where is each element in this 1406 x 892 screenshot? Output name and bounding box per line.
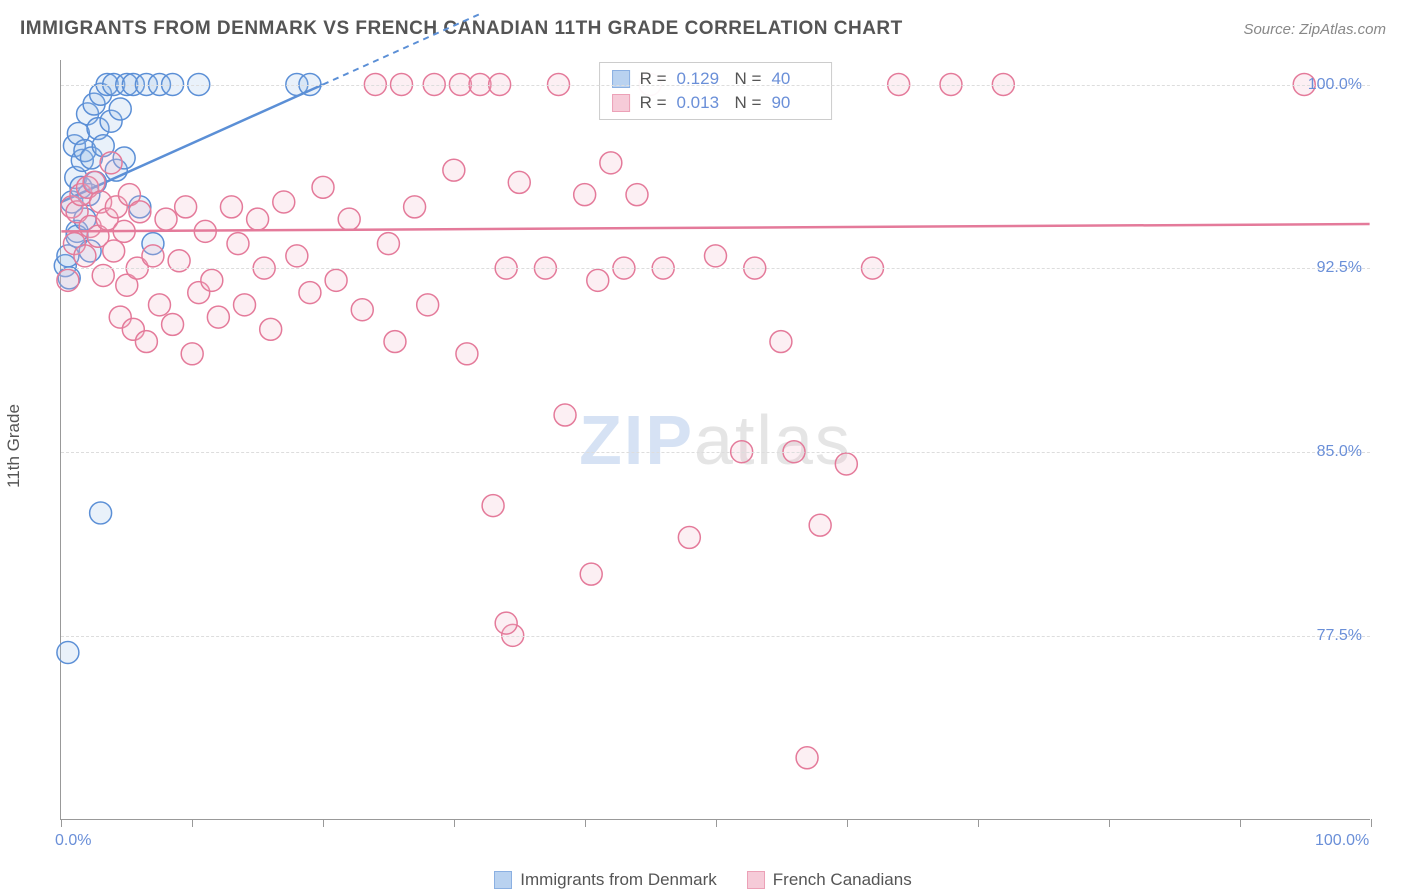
scatter-point-french — [796, 747, 818, 769]
x-tick-label: 100.0% — [1315, 832, 1369, 850]
n-value-denmark: 40 — [771, 69, 819, 89]
scatter-point-french — [325, 269, 347, 291]
plot-svg — [61, 60, 1370, 819]
stats-row-denmark: R = 0.129 N = 40 — [612, 67, 820, 91]
y-tick-label: 85.0% — [1317, 443, 1362, 461]
scatter-point-denmark — [90, 502, 112, 524]
r-value-french: 0.013 — [677, 93, 725, 113]
scatter-point-french — [770, 331, 792, 353]
chart-title: IMMIGRANTS FROM DENMARK VS FRENCH CANADI… — [20, 18, 903, 40]
scatter-point-french — [384, 331, 406, 353]
x-tick — [454, 819, 455, 827]
scatter-point-french — [220, 196, 242, 218]
legend-swatch-french — [747, 871, 765, 889]
scatter-point-french — [273, 191, 295, 213]
scatter-point-french — [809, 514, 831, 536]
legend-item-denmark: Immigrants from Denmark — [494, 870, 716, 890]
title-bar: IMMIGRANTS FROM DENMARK VS FRENCH CANADI… — [20, 18, 1386, 40]
legend-item-french: French Canadians — [747, 870, 912, 890]
scatter-point-french — [338, 208, 360, 230]
x-tick — [716, 819, 717, 827]
legend-label-denmark: Immigrants from Denmark — [520, 870, 716, 890]
n-label: N = — [735, 69, 762, 89]
scatter-point-french — [129, 201, 151, 223]
scatter-point-french — [377, 233, 399, 255]
scatter-point-french — [247, 208, 269, 230]
scatter-point-french — [554, 404, 576, 426]
gridline-h — [61, 636, 1370, 637]
scatter-point-french — [299, 282, 321, 304]
scatter-point-french — [404, 196, 426, 218]
source-credit: Source: ZipAtlas.com — [1243, 21, 1386, 38]
gridline-h — [61, 85, 1370, 86]
y-tick-label: 100.0% — [1308, 76, 1362, 94]
scatter-point-denmark — [57, 642, 79, 664]
scatter-point-french — [508, 171, 530, 193]
scatter-point-french — [482, 495, 504, 517]
scatter-point-french — [100, 152, 122, 174]
scatter-point-french — [201, 269, 223, 291]
scatter-point-french — [835, 453, 857, 475]
gridline-h — [61, 268, 1370, 269]
scatter-point-french — [626, 184, 648, 206]
r-label: R = — [640, 69, 667, 89]
x-tick — [1371, 819, 1372, 827]
scatter-point-french — [678, 526, 700, 548]
stats-row-french: R = 0.013 N = 90 — [612, 91, 820, 115]
scatter-point-french — [162, 313, 184, 335]
scatter-point-french — [175, 196, 197, 218]
scatter-point-french — [587, 269, 609, 291]
scatter-point-french — [234, 294, 256, 316]
scatter-point-french — [74, 245, 96, 267]
scatter-point-denmark — [109, 98, 131, 120]
legend-swatch-french — [612, 94, 630, 112]
legend-swatch-denmark — [494, 871, 512, 889]
scatter-point-french — [312, 176, 334, 198]
x-tick — [978, 819, 979, 827]
scatter-point-french — [57, 269, 79, 291]
scatter-point-french — [495, 612, 517, 634]
x-tick — [323, 819, 324, 827]
scatter-point-french — [580, 563, 602, 585]
scatter-point-french — [142, 245, 164, 267]
stats-box: R = 0.129 N = 40 R = 0.013 N = 90 — [599, 62, 833, 120]
scatter-point-french — [181, 343, 203, 365]
x-tick — [847, 819, 848, 827]
x-tick — [192, 819, 193, 827]
x-tick — [585, 819, 586, 827]
scatter-point-french — [443, 159, 465, 181]
scatter-point-french — [260, 318, 282, 340]
x-tick-label: 0.0% — [55, 832, 91, 850]
legend-label-french: French Canadians — [773, 870, 912, 890]
bottom-legend: Immigrants from Denmark French Canadians — [0, 870, 1406, 890]
scatter-point-french — [207, 306, 229, 328]
gridline-h — [61, 452, 1370, 453]
n-value-french: 90 — [771, 93, 819, 113]
scatter-point-french — [351, 299, 373, 321]
scatter-point-french — [148, 294, 170, 316]
scatter-point-french — [227, 233, 249, 255]
y-tick-label: 92.5% — [1317, 259, 1362, 277]
scatter-point-french — [155, 208, 177, 230]
n-label: N = — [735, 93, 762, 113]
scatter-point-french — [103, 240, 125, 262]
scatter-point-french — [286, 245, 308, 267]
x-tick — [1109, 819, 1110, 827]
x-tick — [1240, 819, 1241, 827]
y-axis-label: 11th Grade — [4, 404, 24, 488]
x-tick — [61, 819, 62, 827]
r-value-denmark: 0.129 — [677, 69, 725, 89]
plot-area: ZIPatlas R =0.129N =40R =0.013N =90 77.5… — [60, 60, 1370, 820]
scatter-point-french — [135, 331, 157, 353]
r-label: R = — [640, 93, 667, 113]
scatter-point-french — [83, 171, 105, 193]
y-tick-label: 77.5% — [1317, 627, 1362, 645]
scatter-point-french — [600, 152, 622, 174]
scatter-point-french — [456, 343, 478, 365]
scatter-point-french — [574, 184, 596, 206]
scatter-point-french — [705, 245, 727, 267]
scatter-point-french — [417, 294, 439, 316]
